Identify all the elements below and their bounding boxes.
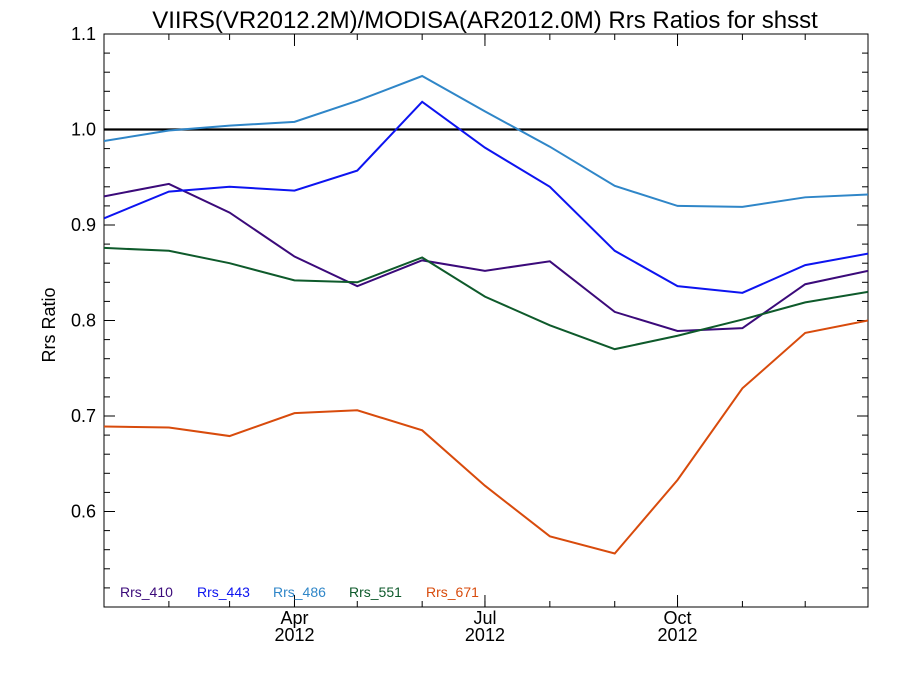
y-tick-label: 0.8 xyxy=(71,311,96,331)
legend-entry-rrs-443: Rrs_443 xyxy=(197,584,250,600)
series-line-rrs-551 xyxy=(104,246,868,351)
series-line-rrs-486 xyxy=(104,74,868,208)
series-line-rrs-443 xyxy=(104,100,868,294)
x-tick-label-month: Jul xyxy=(473,608,496,628)
y-tick-label: 0.9 xyxy=(71,215,96,235)
legend-entry-rrs-671: Rrs_671 xyxy=(426,584,479,600)
y-tick-label: 1.0 xyxy=(71,120,96,140)
y-tick-label: 0.7 xyxy=(71,406,96,426)
y-tick-label: 1.1 xyxy=(71,24,96,44)
y-axis-label: Rrs Ratio xyxy=(39,287,59,362)
series-group xyxy=(104,74,868,555)
series-line-rrs-410 xyxy=(104,182,868,333)
y-tick-label: 0.6 xyxy=(71,502,96,522)
legend-entry-rrs-486: Rrs_486 xyxy=(273,584,326,600)
x-tick-label-year: 2012 xyxy=(465,625,505,645)
x-tick-label-year: 2012 xyxy=(274,625,314,645)
legend: Rrs_410 Rrs_443 Rrs_486 Rrs_551 Rrs_671 xyxy=(120,584,479,600)
chart-title: VIIRS(VR2012.2M)/MODISA(AR2012.0M) Rrs R… xyxy=(152,7,818,34)
legend-entry-rrs-410: Rrs_410 xyxy=(120,584,173,600)
x-tick-label-month: Apr xyxy=(280,608,308,628)
x-tick-label-month: Oct xyxy=(664,608,692,628)
series-line-rrs-671 xyxy=(104,319,868,555)
x-tick-label-year: 2012 xyxy=(657,625,697,645)
legend-entry-rrs-551: Rrs_551 xyxy=(349,584,402,600)
